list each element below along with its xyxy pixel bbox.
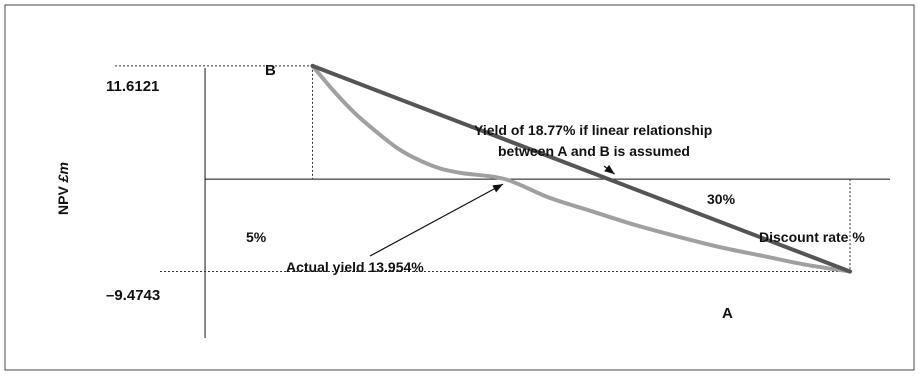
y-axis-title-prefix: NPV bbox=[55, 182, 71, 215]
actual-yield-arrow bbox=[369, 183, 504, 257]
x-tick-label-high: 30% bbox=[707, 191, 736, 207]
y-tick-label-high: 11.6121 bbox=[106, 78, 159, 95]
linear-yield-arrowhead bbox=[604, 164, 615, 175]
y-axis-title-unit: £m bbox=[55, 162, 71, 183]
actual-yield-annotation: Actual yield 13.954% bbox=[286, 259, 424, 275]
y-axis-title: NPV £m bbox=[55, 162, 71, 215]
x-tick-label-low: 5% bbox=[246, 229, 267, 245]
linear-yield-annotation-line2: between A and B is assumed bbox=[498, 143, 690, 159]
linear-npv-line bbox=[310, 63, 853, 274]
x-axis-title: Discount rate % bbox=[759, 229, 865, 245]
linear-yield-annotation-line1: Yield of 18.77% if linear relationship bbox=[474, 122, 712, 138]
point-a-label: A bbox=[722, 305, 733, 322]
chart-border bbox=[4, 4, 915, 371]
point-b-label: B bbox=[265, 62, 276, 79]
actual-npv-curve bbox=[310, 63, 853, 274]
y-tick-label-low: –9.4743 bbox=[106, 287, 160, 304]
actual-yield-arrowhead bbox=[492, 184, 504, 193]
